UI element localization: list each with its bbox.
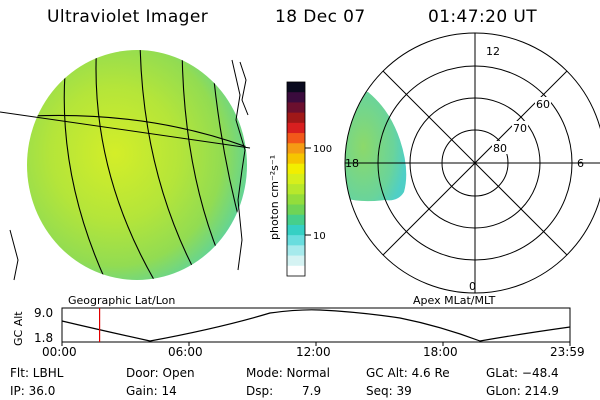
gain-info: Gain: 14 bbox=[126, 384, 177, 398]
image-time: 01:47:20 UT bbox=[428, 7, 537, 27]
timeline-x-tick-1: 06:00 bbox=[168, 345, 203, 359]
mlt-label-18: 18 bbox=[345, 157, 359, 170]
orbit-track bbox=[0, 59, 251, 281]
colorbar-band bbox=[287, 214, 305, 226]
colorbar-band bbox=[287, 82, 305, 93]
colorbar-band bbox=[287, 102, 305, 114]
colorbar-band bbox=[287, 224, 305, 236]
auroral-oval-image bbox=[345, 92, 407, 202]
lat-label-70: 70 bbox=[513, 122, 527, 135]
gc-alt-info: GC Alt: 4.6 Re bbox=[366, 366, 450, 380]
mode-info: Mode: Normal bbox=[246, 366, 330, 380]
earth-disk-image bbox=[27, 50, 247, 280]
dsp-value: 7.9 bbox=[302, 384, 322, 398]
colorbar-band bbox=[287, 194, 305, 206]
instrument-title: Ultraviolet Imager bbox=[47, 7, 209, 27]
apex-caption: Apex MLat/MLT bbox=[413, 294, 496, 307]
timeline-y-label: GC Alt bbox=[12, 311, 25, 346]
colorbar-band bbox=[287, 143, 305, 154]
altitude-timeline: GC Alt 9.0 1.8 bbox=[12, 306, 571, 346]
glat-info: GLat: −48.4 bbox=[486, 366, 559, 380]
timeline-x-tick-4: 23:59 bbox=[550, 345, 585, 359]
lat-label-60: 60 bbox=[536, 98, 550, 111]
timeline-x-tick-2: 12:00 bbox=[296, 345, 331, 359]
colorbar-tick-100: 100 bbox=[313, 144, 332, 155]
timeline-y-tick-max: 9.0 bbox=[34, 306, 53, 320]
colorbar: 100 10 photon cm⁻²s⁻¹ bbox=[268, 81, 332, 277]
seq-info: Seq: 39 bbox=[366, 384, 412, 398]
timeline-x-tick-0: 00:00 bbox=[42, 345, 77, 359]
colorbar-band bbox=[287, 133, 305, 144]
colorbar-band bbox=[287, 173, 305, 185]
geographic-caption: Geographic Lat/Lon bbox=[68, 294, 176, 307]
colorbar-band bbox=[287, 184, 305, 195]
colorbar-band bbox=[287, 153, 305, 165]
colorbar-band bbox=[287, 122, 305, 134]
timeline-y-tick-min: 1.8 bbox=[34, 331, 53, 345]
colorbar-band bbox=[287, 255, 305, 267]
colorbar-band bbox=[287, 163, 305, 175]
colorbar-band bbox=[287, 235, 305, 246]
imagery-panel: 100 10 photon cm⁻²s⁻¹ 12 18 6 bbox=[0, 32, 600, 294]
polar-grid bbox=[344, 32, 600, 294]
mlt-label-0: 0 bbox=[469, 280, 476, 293]
colorbar-band bbox=[287, 92, 305, 103]
colorbar-tick-10: 10 bbox=[313, 231, 326, 242]
colorbar-band bbox=[287, 204, 305, 216]
colorbar-band bbox=[287, 112, 305, 124]
door-info: Door: Open bbox=[126, 366, 195, 380]
glon-info: GLon: 214.9 bbox=[486, 384, 559, 398]
ip-info: IP: 36.0 bbox=[10, 384, 56, 398]
filter-info: Flt: LBHL bbox=[10, 366, 64, 380]
timeline-x-tick-3: 18:00 bbox=[423, 345, 458, 359]
image-date: 18 Dec 07 bbox=[275, 7, 366, 27]
lat-label-80: 80 bbox=[493, 142, 507, 155]
altitude-curve bbox=[61, 309, 571, 342]
colorbar-unit-label: photon cm⁻²s⁻¹ bbox=[268, 155, 281, 240]
colorbar-band bbox=[287, 245, 305, 257]
mlt-label-12: 12 bbox=[486, 45, 500, 58]
colorbar-band bbox=[287, 265, 305, 277]
dsp-label: Dsp: bbox=[246, 384, 274, 398]
polar-plot: 12 18 6 0 60 70 80 bbox=[344, 32, 600, 294]
mlt-label-6: 6 bbox=[577, 157, 584, 170]
